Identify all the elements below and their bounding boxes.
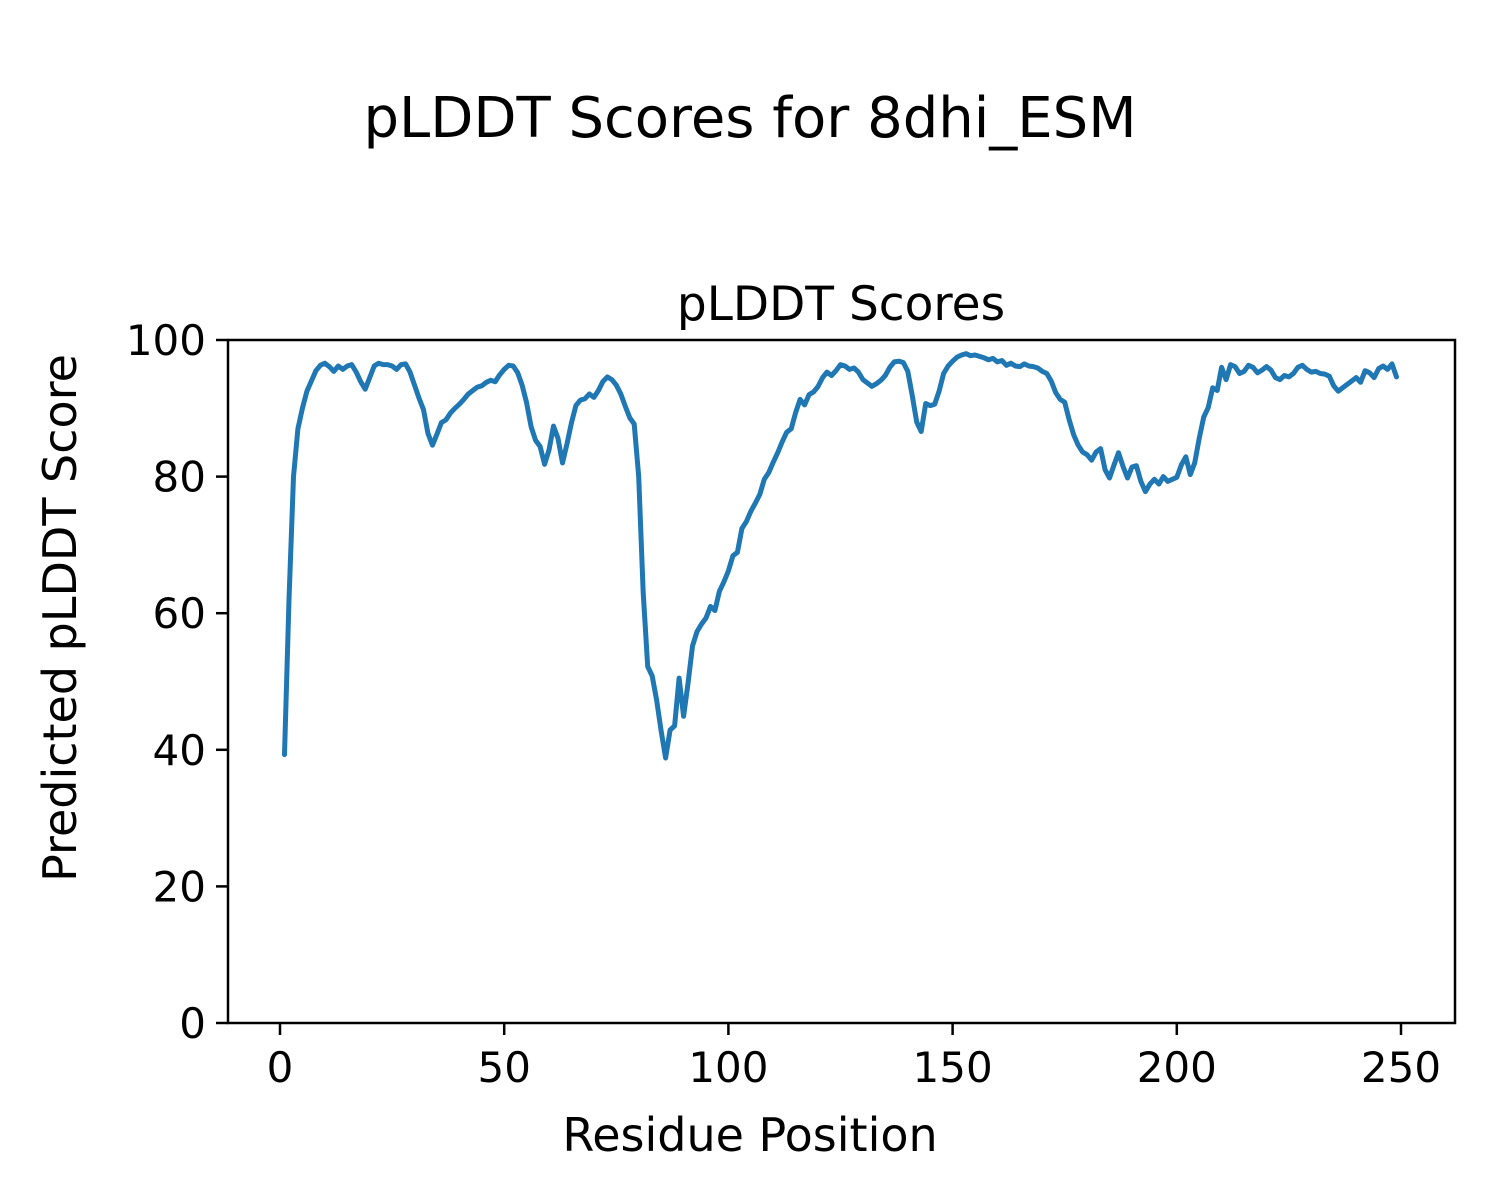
y-tick-label: 20 <box>153 862 206 911</box>
y-tick-label: 0 <box>179 999 206 1048</box>
plddt-line <box>282 351 1399 761</box>
axes-spines <box>226 338 1457 1025</box>
x-tick-label: 150 <box>913 1043 993 1092</box>
x-tick-label: 50 <box>477 1043 530 1092</box>
y-tick-label: 80 <box>153 453 206 502</box>
x-tick-label: 100 <box>688 1043 768 1092</box>
y-tick-label: 40 <box>153 726 206 775</box>
x-tick-label: 0 <box>267 1043 294 1092</box>
x-tick-label: 250 <box>1361 1043 1441 1092</box>
x-tick-label: 200 <box>1137 1043 1217 1092</box>
axis-ticks: 0 50 100 150 200 250 0 20 40 60 80 100 <box>126 316 1441 1092</box>
y-tick-label: 100 <box>126 316 206 365</box>
y-axis-label: Predicted pLDDT Score <box>33 354 87 882</box>
x-axis-label: Residue Position <box>562 1108 937 1162</box>
figure-title: pLDDT Scores for 8dhi_ESM <box>363 86 1136 151</box>
y-tick-label: 60 <box>153 589 206 638</box>
axes-title: pLDDT Scores <box>677 277 1005 332</box>
data-series <box>282 351 1399 761</box>
